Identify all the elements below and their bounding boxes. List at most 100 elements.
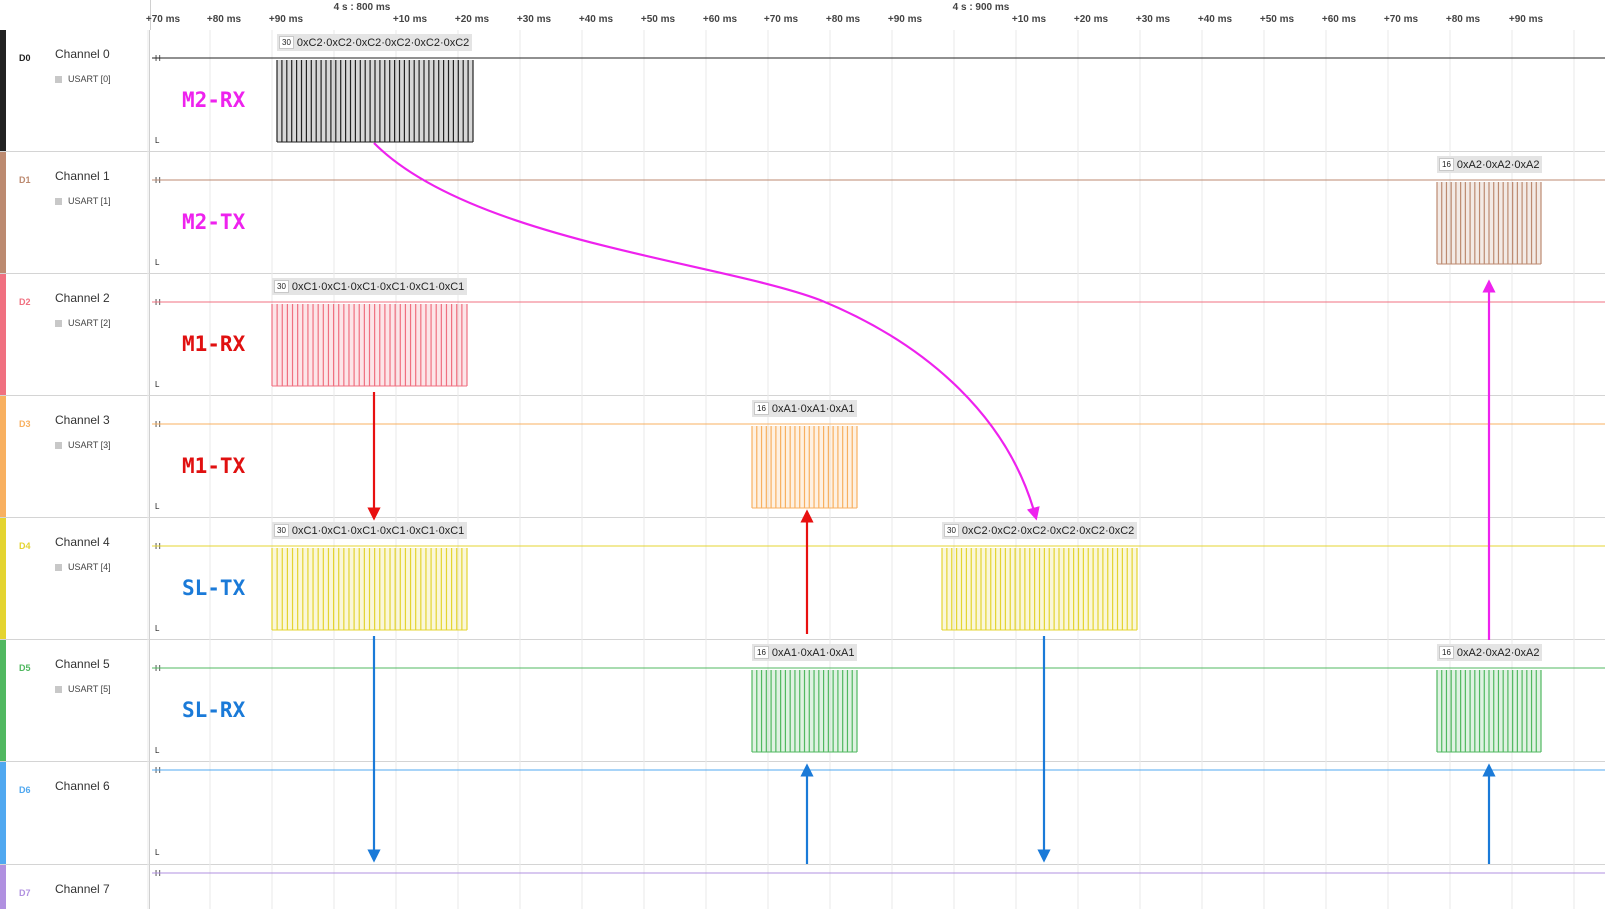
byte-count-badge: 16 — [1439, 158, 1454, 171]
decode-text: 0xC2·0xC2·0xC2·0xC2·0xC2·0xC2 — [961, 524, 1135, 537]
channel-color-strip — [0, 274, 6, 395]
channel-name[interactable]: Channel 4 — [55, 535, 110, 549]
ruler-tick-label: +50 ms — [1259, 14, 1295, 25]
decode-packet[interactable]: 16 0xA2·0xA2·0xA2 — [1437, 156, 1543, 173]
overlay-label-m2-tx: M2-TX — [182, 210, 246, 234]
ruler-tick-label: +40 ms — [1197, 14, 1233, 25]
analyzer-label: USART [1] — [68, 196, 111, 206]
ruler-tick-label: +70 ms — [1383, 14, 1419, 25]
channel-name[interactable]: Channel 1 — [55, 169, 110, 183]
decode-packet[interactable]: 16 0xA1·0xA1·0xA1 — [752, 400, 858, 417]
decode-packet[interactable]: 30 0xC2·0xC2·0xC2·0xC2·0xC2·0xC2 — [942, 522, 1138, 539]
ruler-corner — [0, 0, 151, 30]
decode-packet[interactable]: 16 0xA2·0xA2·0xA2 — [1437, 644, 1543, 661]
channel-header[interactable]: D1 Channel 1 USART [1] — [0, 152, 150, 273]
ruler-tick-label: +10 ms — [392, 14, 428, 25]
channel-name[interactable]: Channel 5 — [55, 657, 110, 671]
ruler-tick-label: +70 ms — [145, 14, 181, 25]
decode-packet[interactable]: 30 0xC2·0xC2·0xC2·0xC2·0xC2·0xC2 — [277, 34, 473, 51]
ruler-tick-label: +90 ms — [1508, 14, 1544, 25]
analyzer-label: USART [0] — [68, 74, 111, 84]
analyzer-label: USART [2] — [68, 318, 111, 328]
channel-header[interactable]: D7 Channel 7 — [0, 865, 150, 909]
analyzer-tag[interactable]: USART [1] — [55, 196, 111, 206]
channel-id: D7 — [19, 888, 31, 898]
decode-text: 0xC1·0xC1·0xC1·0xC1·0xC1·0xC1 — [291, 524, 465, 537]
channel-header[interactable]: D3 Channel 3 USART [3] — [0, 396, 150, 517]
channel-id: D4 — [19, 541, 31, 551]
analyzer-label: USART [5] — [68, 684, 111, 694]
analyzer-tag[interactable]: USART [5] — [55, 684, 111, 694]
channel-name[interactable]: Channel 6 — [55, 779, 110, 793]
channel-lane-4[interactable]: D4 Channel 4 USART [4] H L SL-TX — [0, 518, 1605, 640]
ruler-tick-label: +80 ms — [1445, 14, 1481, 25]
channel-id: D0 — [19, 53, 31, 63]
channel-name[interactable]: Channel 0 — [55, 47, 110, 61]
ruler-tick-label: +90 ms — [268, 14, 304, 25]
channel-header[interactable]: D5 Channel 5 USART [5] — [0, 640, 150, 761]
channel-color-strip — [0, 396, 6, 517]
ruler-tick-label: +20 ms — [454, 14, 490, 25]
channel-lane-1[interactable]: D1 Channel 1 USART [1] H L M2-TX — [0, 152, 1605, 274]
ruler-tick-label: +40 ms — [578, 14, 614, 25]
analyzer-tag[interactable]: USART [3] — [55, 440, 111, 450]
analyzer-tag[interactable]: USART [2] — [55, 318, 111, 328]
ruler-tick-label: +10 ms — [1011, 14, 1047, 25]
byte-count-badge: 30 — [279, 36, 294, 49]
overlay-label-m2-rx: M2-RX — [182, 88, 246, 112]
channel-color-strip — [0, 865, 6, 909]
major-time-label: 4 s : 800 ms — [333, 2, 391, 13]
channel-lane-6[interactable]: D6 Channel 6 H L — [0, 762, 1605, 865]
level-low-marker: L — [155, 258, 160, 267]
channel-name[interactable]: Channel 3 — [55, 413, 110, 427]
ruler-tick-label: +30 ms — [516, 14, 552, 25]
channel-header[interactable]: D4 Channel 4 USART [4] — [0, 518, 150, 639]
byte-count-badge: 30 — [944, 524, 959, 537]
ruler-tick-label: +90 ms — [887, 14, 923, 25]
channel-lane-7[interactable]: D7 Channel 7 H — [0, 865, 1605, 909]
byte-count-badge: 16 — [1439, 646, 1454, 659]
analyzer-square-icon — [55, 685, 62, 693]
channel-name[interactable]: Channel 7 — [55, 882, 110, 896]
analyzer-label: USART [3] — [68, 440, 111, 450]
analyzer-square-icon — [55, 197, 62, 205]
level-low-marker: L — [155, 502, 160, 511]
analyzer-square-icon — [55, 75, 62, 83]
byte-count-badge: 30 — [274, 280, 289, 293]
decode-packet[interactable]: 30 0xC1·0xC1·0xC1·0xC1·0xC1·0xC1 — [272, 522, 468, 539]
level-low-marker: L — [155, 380, 160, 389]
decode-text: 0xC2·0xC2·0xC2·0xC2·0xC2·0xC2 — [296, 36, 470, 49]
ruler-tick-label: +20 ms — [1073, 14, 1109, 25]
channel-color-strip — [0, 762, 6, 864]
analyzer-tag[interactable]: USART [0] — [55, 74, 111, 84]
decode-packet[interactable]: 30 0xC1·0xC1·0xC1·0xC1·0xC1·0xC1 — [272, 278, 468, 295]
analyzer-square-icon — [55, 319, 62, 327]
channel-color-strip — [0, 640, 6, 761]
analyzer-tag[interactable]: USART [4] — [55, 562, 111, 572]
analyzer-square-icon — [55, 441, 62, 449]
channel-lane-0[interactable]: D0 Channel 0 USART [0] H L M2-RX — [0, 30, 1605, 152]
level-low-marker: L — [155, 136, 160, 145]
channel-id: D3 — [19, 419, 31, 429]
decode-packet[interactable]: 16 0xA1·0xA1·0xA1 — [752, 644, 858, 661]
ruler-tick-label: +80 ms — [206, 14, 242, 25]
channel-id: D1 — [19, 175, 31, 185]
channel-id: D6 — [19, 785, 31, 795]
overlay-label-m1-rx: M1-RX — [182, 332, 246, 356]
channel-header[interactable]: D2 Channel 2 USART [2] — [0, 274, 150, 395]
flow-arrow-curve — [373, 142, 1040, 521]
channel-header[interactable]: D6 Channel 6 — [0, 762, 150, 864]
analyzer-square-icon — [55, 563, 62, 571]
channel-name[interactable]: Channel 2 — [55, 291, 110, 305]
time-ruler[interactable]: 4 s : 800 ms 4 s : 900 ms +70 ms +80 ms … — [0, 0, 1605, 31]
byte-count-badge: 16 — [754, 402, 769, 415]
channel-header[interactable]: D0 Channel 0 USART [0] — [0, 30, 150, 151]
overlay-label-m1-tx: M1-TX — [182, 454, 246, 478]
channel-id: D5 — [19, 663, 31, 673]
channel-color-strip — [0, 152, 6, 273]
level-low-marker: L — [155, 746, 160, 755]
decode-text: 0xA1·0xA1·0xA1 — [771, 402, 855, 415]
overlay-label-sl-rx: SL-RX — [182, 698, 246, 722]
